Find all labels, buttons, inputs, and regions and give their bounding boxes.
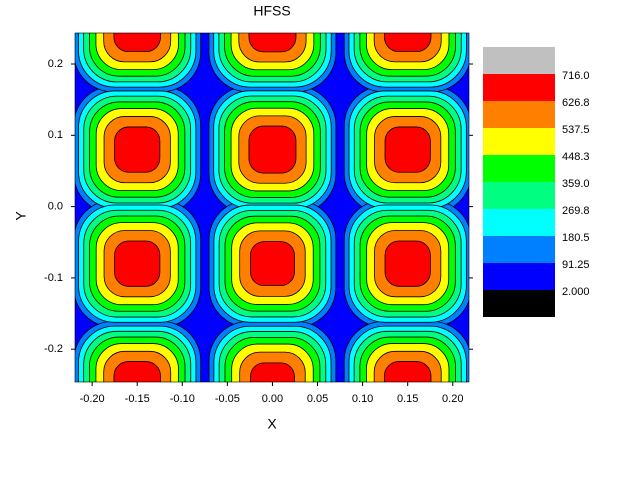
contour-region [384, 126, 431, 173]
y-axis-label: Y [13, 211, 29, 221]
contour-region [384, 240, 431, 287]
colorbar-swatch [483, 182, 555, 209]
colorbar-label: 716.0 [562, 70, 590, 82]
contour-region [384, 33, 432, 53]
contour-region [113, 361, 161, 382]
peak [136, 27, 138, 29]
plot-area [75, 27, 469, 382]
colorbar-swatch [483, 74, 555, 101]
x-tick-label: -0.05 [215, 393, 240, 405]
y-tick-label: -0.1 [44, 272, 63, 284]
colorbar-swatch [483, 47, 555, 74]
x-tick-label: -0.15 [125, 393, 150, 405]
colorbar-swatch [483, 155, 555, 182]
axes: -0.20 -0.15 -0.10 -0.05 0.00 0.05 0.10 0.15 0.20… [44, 32, 473, 405]
peak [407, 27, 409, 29]
contour-region [250, 241, 295, 287]
y-tick-label: 0.0 [48, 201, 63, 213]
contour-region [248, 125, 297, 174]
x-tick-label: 0.20 [442, 393, 463, 405]
x-tick-label: 0.10 [352, 393, 373, 405]
colorbar-label: 359.0 [562, 178, 590, 190]
y-tick-label: 0.1 [48, 129, 63, 141]
x-axis-label: X [267, 416, 277, 432]
x-tick-label: -0.10 [170, 393, 195, 405]
contour-region [384, 361, 432, 382]
y-tick-label: -0.2 [44, 343, 63, 355]
colorbar-label: 626.8 [562, 97, 590, 109]
contour-region [103, 33, 172, 63]
x-tick-label: -0.20 [80, 393, 105, 405]
colorbar-label: 269.8 [562, 205, 590, 217]
colorbar-swatch [483, 290, 555, 317]
colorbar-swatch [483, 263, 555, 290]
colorbar-label: 2.000 [562, 286, 590, 298]
chart-title: HFSS [253, 3, 290, 19]
colorbar-label: 91.25 [562, 259, 590, 271]
peak [271, 27, 273, 29]
contour-region [114, 126, 161, 173]
x-tick-label: 0.15 [397, 393, 418, 405]
x-tick-label: 0.00 [262, 393, 283, 405]
contour-region [250, 362, 295, 382]
contour-region [373, 33, 442, 63]
contour-region [248, 33, 297, 53]
contour-region [114, 240, 161, 287]
x-tick-label: 0.05 [307, 393, 328, 405]
colorbar-swatch [483, 236, 555, 263]
y-tick-label: 0.2 [48, 58, 63, 70]
colorbar-swatch [483, 209, 555, 236]
colorbar-swatch [483, 101, 555, 128]
colorbar-swatch [483, 128, 555, 155]
colorbar-label: 537.5 [562, 124, 590, 136]
contour-region [113, 33, 161, 53]
colorbar-label: 180.5 [562, 232, 590, 244]
colorbar-label: 448.3 [562, 151, 590, 163]
